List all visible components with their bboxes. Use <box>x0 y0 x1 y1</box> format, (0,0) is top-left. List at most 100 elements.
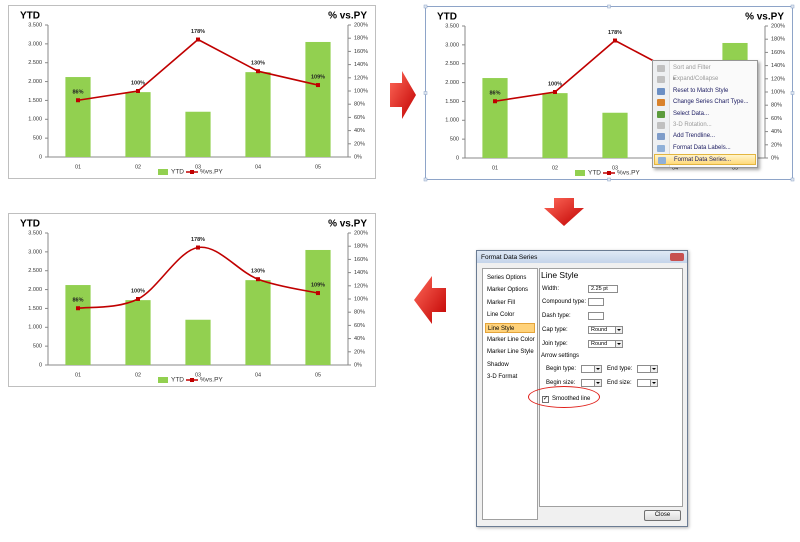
data-label: 100% <box>548 81 562 87</box>
field-label: Dash type: <box>542 313 571 319</box>
menu-item: Sort and Filter <box>654 63 756 74</box>
title-bar: Format Data Series <box>477 251 687 263</box>
y-tick-label: 1.000 <box>445 118 459 124</box>
menu-label: Add Trendline... <box>673 133 716 140</box>
category-item[interactable]: Marker Line Color <box>487 337 535 343</box>
section-title: Line Style <box>541 270 579 280</box>
legend-swatch <box>158 377 168 383</box>
y2-tick-label: 40% <box>354 336 365 342</box>
y2-tick-label: 160% <box>354 257 368 263</box>
y-tick-label: 2.500 <box>445 61 459 67</box>
x-tick-label: 03 <box>195 372 201 378</box>
y-tick-label: 3.500 <box>28 230 42 236</box>
marker <box>316 291 320 296</box>
menu-label: Sort and Filter <box>673 65 711 71</box>
close-x[interactable] <box>670 253 684 261</box>
bar <box>542 93 568 158</box>
dropdown[interactable] <box>650 365 658 373</box>
marker <box>256 277 260 282</box>
cap-select[interactable]: Round <box>588 326 616 334</box>
dropdown[interactable] <box>594 365 602 373</box>
marker <box>76 306 80 311</box>
dash-select[interactable] <box>588 312 604 320</box>
arrow-down <box>544 198 584 226</box>
join-select[interactable]: Round <box>588 340 616 348</box>
chart: YTD % vs.PY 0 500 1.000 1.500 2.000 2.500 3.000 3… <box>423 4 795 182</box>
selection-handle <box>423 4 428 9</box>
category-item[interactable]: Line Style <box>485 322 535 333</box>
y-tick-label: 3.500 <box>445 23 459 29</box>
x-tick-label: 03 <box>612 165 618 171</box>
x-tick-label: 02 <box>552 165 558 171</box>
highlight-ring <box>528 386 600 408</box>
category-list: Series Options Marker Options Marker Fill L… <box>482 268 538 520</box>
menu-label: Expand/Collapse <box>673 76 719 83</box>
group-title: Arrow settings <box>541 353 580 359</box>
category-item[interactable]: 3-D Format <box>487 374 518 381</box>
y2-title: % vs.PY <box>745 12 784 23</box>
category-item[interactable]: Shadow <box>487 361 509 368</box>
bar <box>305 249 331 365</box>
bar <box>245 280 271 365</box>
end-type-select[interactable] <box>637 365 651 373</box>
y2-tick-label: 200% <box>354 22 368 28</box>
y-tick-label: 500 <box>33 136 42 142</box>
y2-tick-label: 140% <box>771 63 785 69</box>
y-tick-label: 0 <box>39 154 42 160</box>
y2-tick-label: 20% <box>354 141 365 147</box>
category-item[interactable]: Marker Fill <box>487 299 515 306</box>
close-button[interactable]: Close <box>644 510 681 521</box>
category-item[interactable]: Marker Line Style <box>487 349 534 356</box>
arrow-left <box>414 276 446 324</box>
field-label: Width: <box>542 286 560 292</box>
menu-icon <box>657 99 665 107</box>
bar <box>125 92 151 157</box>
dropdown[interactable] <box>615 326 623 334</box>
y-tick-label: 2.000 <box>445 80 459 86</box>
y2-tick-label: 20% <box>771 142 782 148</box>
y-tick-label: 1.000 <box>28 325 42 331</box>
chart-title: YTD <box>20 11 40 22</box>
selection-handle <box>423 177 428 182</box>
field-label: End size: <box>607 380 632 386</box>
category-item[interactable]: Line Color <box>487 312 515 319</box>
menu-icon <box>657 87 665 95</box>
marker <box>136 89 140 93</box>
y2-tick-label: 160% <box>771 50 785 56</box>
menu-label: Change Series Chart Type... <box>673 99 749 106</box>
dropdown[interactable] <box>650 379 658 387</box>
y2-tick-label: 120% <box>771 76 785 82</box>
menu-icon <box>657 110 665 118</box>
bar <box>125 300 151 365</box>
y2-tick-label: 160% <box>354 49 368 55</box>
menu-item[interactable]: Reset to Match Style <box>654 86 756 97</box>
width-input[interactable]: 2.25 pt <box>588 285 618 293</box>
chart-title: YTD <box>437 12 457 23</box>
y2-tick-label: 100% <box>771 89 785 95</box>
menu-item[interactable]: Format Data Labels... <box>654 143 756 154</box>
marker <box>136 297 140 301</box>
y-tick-label: 500 <box>33 344 42 350</box>
legend-marker <box>607 171 611 175</box>
menu-item[interactable]: Format Data Series... <box>654 154 756 166</box>
menu-label: Select Data... <box>673 110 710 117</box>
legend-swatch <box>575 170 585 176</box>
field-value: Round <box>591 341 608 347</box>
menu-item[interactable]: Change Series Chart Type... <box>654 97 756 108</box>
y-tick-label: 0 <box>456 155 459 161</box>
category-item[interactable]: Series Options <box>487 275 527 281</box>
context-menu: Sort and Filter Expand/Collapse ▸ Reset to … <box>652 60 758 168</box>
category-item[interactable]: Marker Options <box>487 287 529 294</box>
dropdown[interactable] <box>615 340 623 348</box>
begin-type-select[interactable] <box>581 365 595 373</box>
marker <box>76 98 80 103</box>
x-tick-label: 01 <box>492 165 498 171</box>
dropdown[interactable] <box>594 379 602 387</box>
menu-item[interactable]: Select Data... <box>654 109 756 120</box>
compound-select[interactable] <box>588 298 604 306</box>
menu-item[interactable]: Add Trendline... <box>654 131 756 142</box>
y-tick-label: 2.000 <box>28 79 42 85</box>
begin-size-select[interactable] <box>581 379 595 387</box>
end-size-select[interactable] <box>637 379 651 387</box>
